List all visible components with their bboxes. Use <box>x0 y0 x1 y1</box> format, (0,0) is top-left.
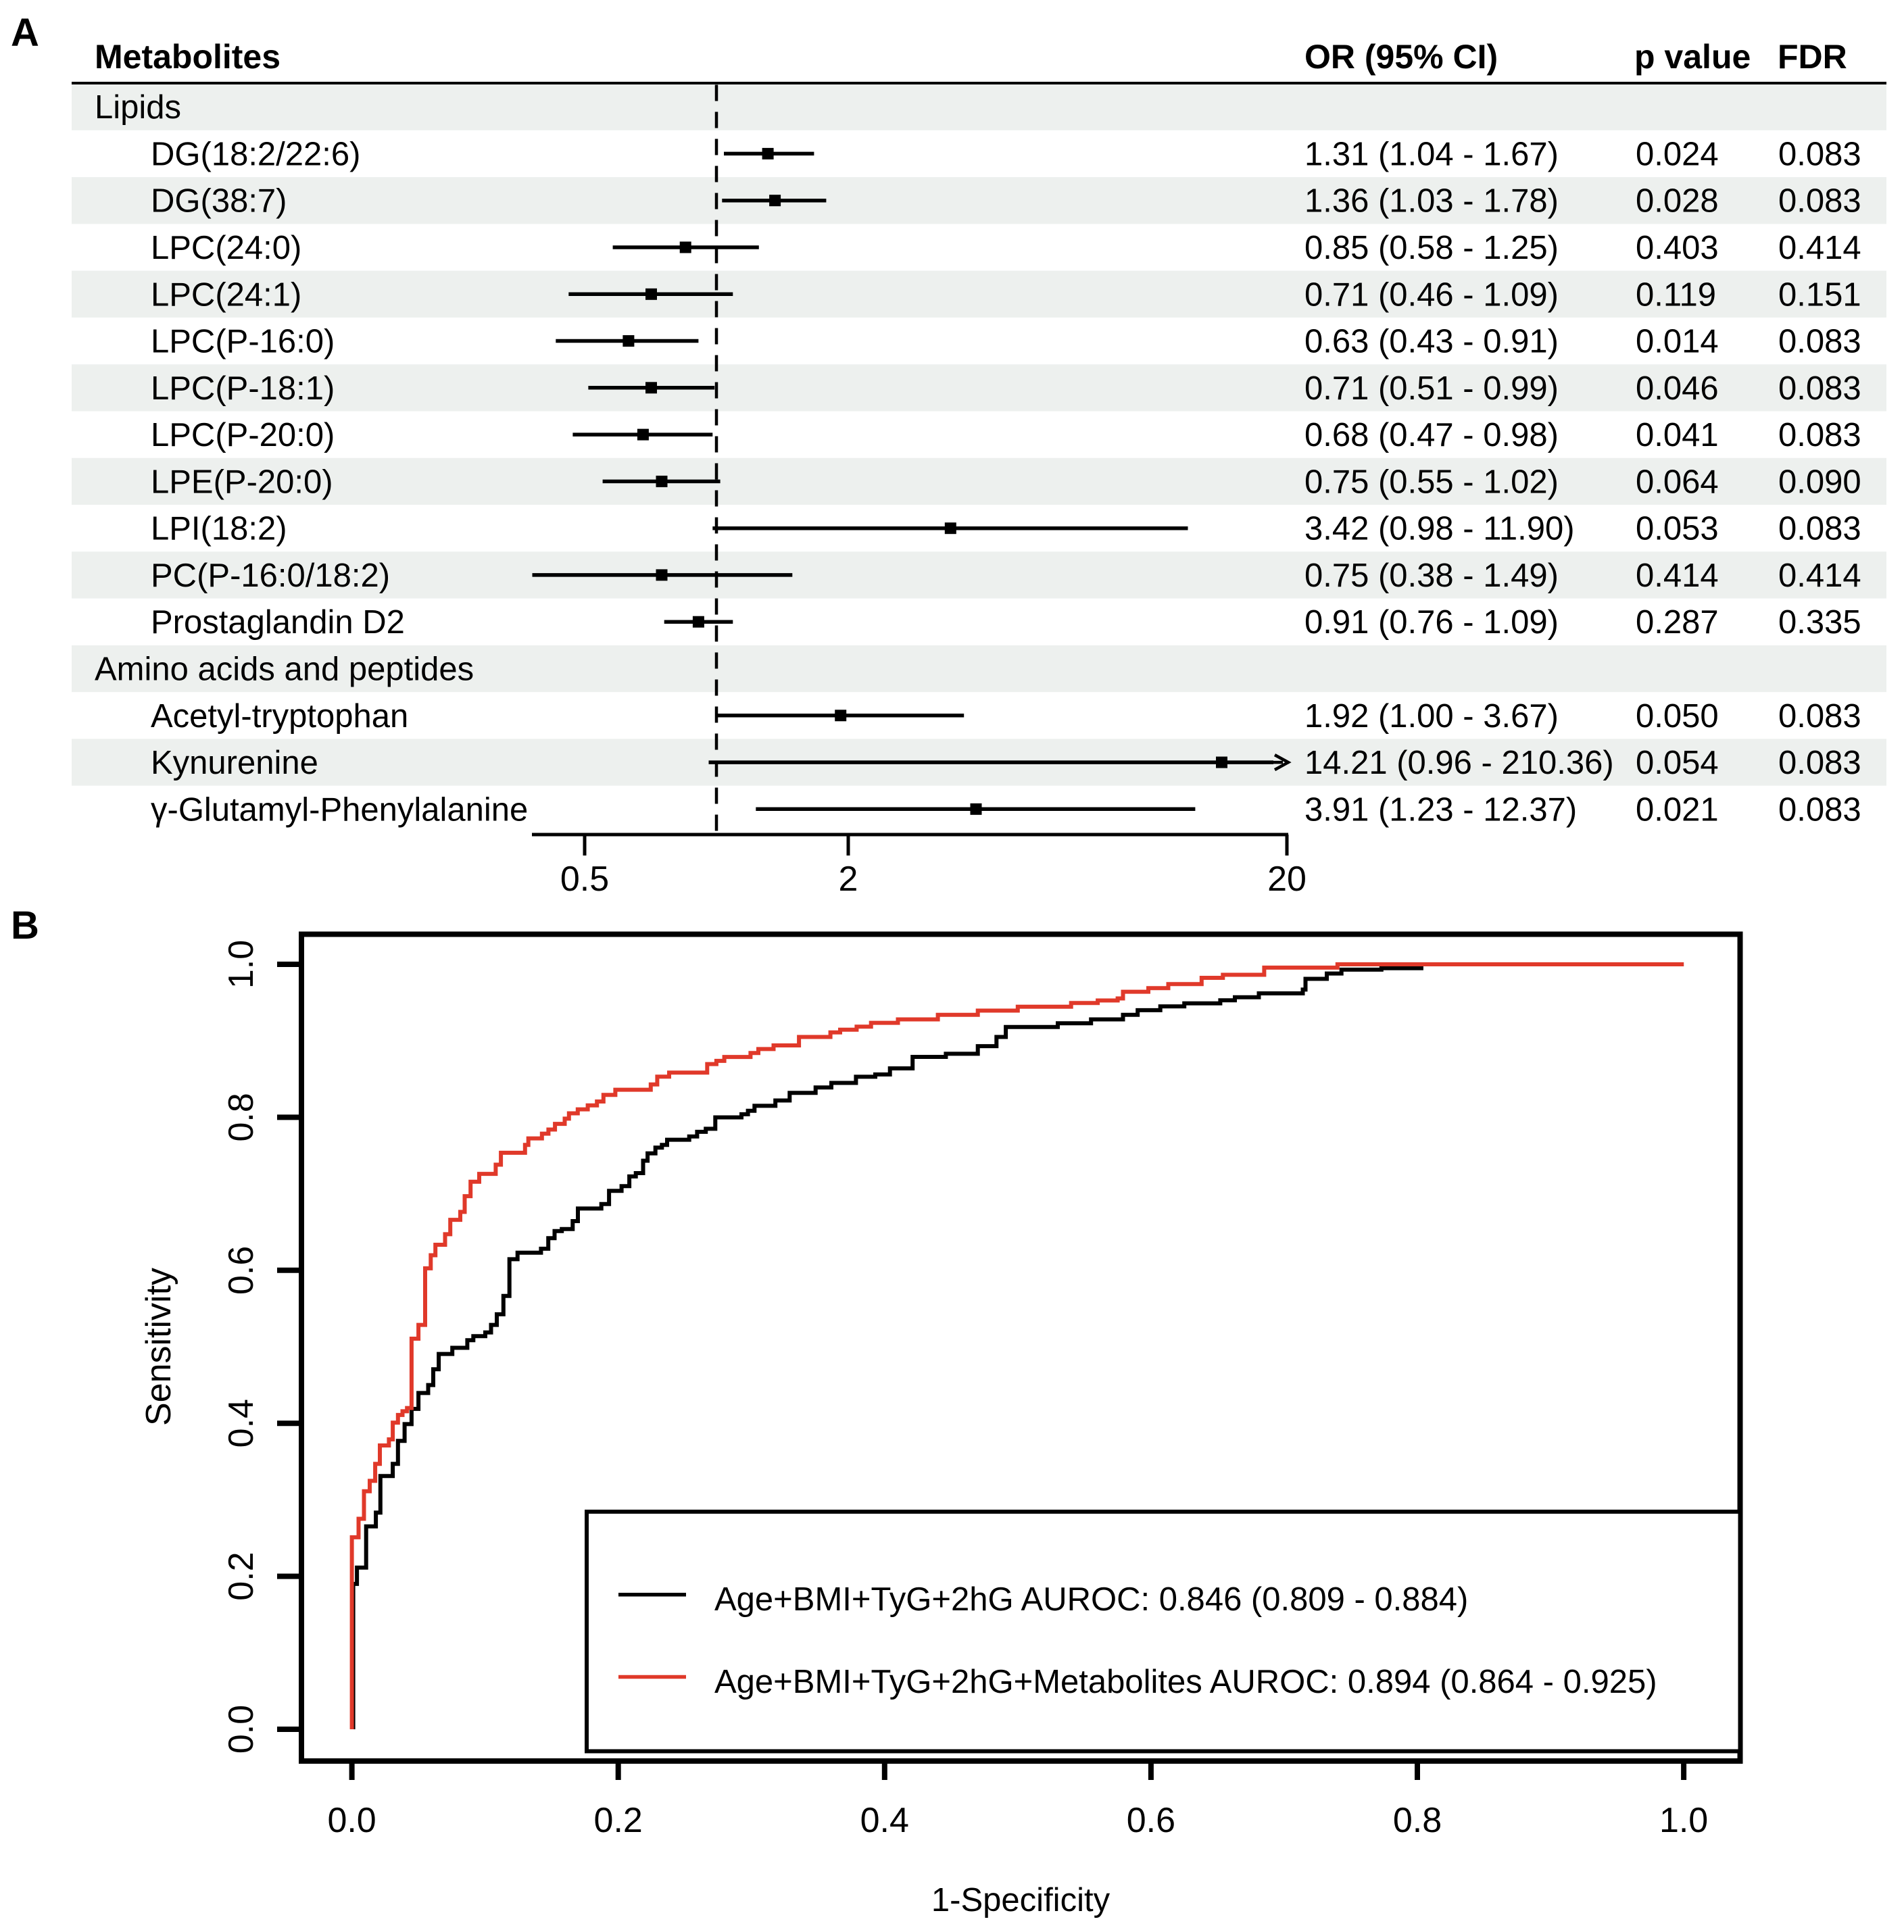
svg-text:0.053: 0.053 <box>1636 511 1719 547</box>
svg-text:0.083: 0.083 <box>1778 370 1861 407</box>
svg-text:0.064: 0.064 <box>1636 464 1719 500</box>
svg-text:0.414: 0.414 <box>1778 558 1861 594</box>
svg-text:2: 2 <box>839 860 858 899</box>
svg-text:OR (95% CI): OR (95% CI) <box>1304 38 1498 76</box>
svg-text:Lipids: Lipids <box>95 89 181 126</box>
svg-text:0.0: 0.0 <box>222 1705 261 1754</box>
svg-text:Age+BMI+TyG+2hG AUROC: 0.846 (: Age+BMI+TyG+2hG AUROC: 0.846 (0.809 - 0.… <box>714 1581 1468 1618</box>
svg-text:0.75 (0.55 - 1.02): 0.75 (0.55 - 1.02) <box>1304 464 1559 500</box>
svg-text:A: A <box>11 11 39 55</box>
svg-text:14.21 (0.96 - 210.36): 14.21 (0.96 - 210.36) <box>1304 745 1614 781</box>
svg-text:20: 20 <box>1267 860 1307 899</box>
svg-text:0.083: 0.083 <box>1778 698 1861 735</box>
svg-text:0.024: 0.024 <box>1636 136 1719 172</box>
svg-text:0.75 (0.38 - 1.49): 0.75 (0.38 - 1.49) <box>1304 558 1559 594</box>
svg-text:0.2: 0.2 <box>222 1552 261 1600</box>
svg-text:0.0: 0.0 <box>327 1801 376 1840</box>
svg-text:Age+BMI+TyG+2hG+Metabolites AU: Age+BMI+TyG+2hG+Metabolites AUROC: 0.894… <box>714 1664 1657 1700</box>
svg-text:0.046: 0.046 <box>1636 370 1719 407</box>
svg-text:0.4: 0.4 <box>222 1399 261 1447</box>
svg-text:0.8: 0.8 <box>222 1093 261 1141</box>
svg-text:LPC(P-16:0): LPC(P-16:0) <box>151 324 335 360</box>
svg-text:LPC(24:1): LPC(24:1) <box>151 276 301 313</box>
svg-text:0.71 (0.51 - 0.99): 0.71 (0.51 - 0.99) <box>1304 370 1559 407</box>
svg-text:1.0: 1.0 <box>222 940 261 989</box>
svg-text:1.31 (1.04 - 1.67): 1.31 (1.04 - 1.67) <box>1304 136 1559 172</box>
svg-text:0.083: 0.083 <box>1778 791 1861 828</box>
svg-text:0.6: 0.6 <box>1127 1801 1175 1840</box>
svg-text:0.083: 0.083 <box>1778 745 1861 781</box>
svg-text:0.028: 0.028 <box>1636 183 1719 220</box>
svg-text:Prostaglandin D2: Prostaglandin D2 <box>151 604 405 641</box>
svg-text:0.090: 0.090 <box>1778 464 1861 500</box>
svg-text:1.92 (1.00 - 3.67): 1.92 (1.00 - 3.67) <box>1304 698 1559 735</box>
svg-text:0.85 (0.58 - 1.25): 0.85 (0.58 - 1.25) <box>1304 230 1559 266</box>
svg-text:0.335: 0.335 <box>1778 604 1861 641</box>
svg-text:0.68 (0.47 - 0.98): 0.68 (0.47 - 0.98) <box>1304 417 1559 453</box>
svg-text:0.403: 0.403 <box>1636 230 1719 266</box>
svg-text:0.5: 0.5 <box>560 860 609 899</box>
svg-text:0.083: 0.083 <box>1778 417 1861 453</box>
svg-text:DG(18:2/22:6): DG(18:2/22:6) <box>151 136 361 172</box>
svg-text:0.287: 0.287 <box>1636 604 1719 641</box>
svg-text:0.083: 0.083 <box>1778 324 1861 360</box>
svg-text:LPI(18:2): LPI(18:2) <box>151 511 287 547</box>
svg-text:0.71 (0.46 - 1.09): 0.71 (0.46 - 1.09) <box>1304 276 1559 313</box>
svg-text:0.63 (0.43 - 0.91): 0.63 (0.43 - 0.91) <box>1304 324 1559 360</box>
svg-text:DG(38:7): DG(38:7) <box>151 183 287 220</box>
svg-text:p value: p value <box>1634 38 1751 76</box>
svg-text:1.0: 1.0 <box>1659 1801 1708 1840</box>
svg-text:γ-Glutamyl-Phenylalanine: γ-Glutamyl-Phenylalanine <box>151 791 528 828</box>
svg-text:LPC(P-20:0): LPC(P-20:0) <box>151 417 335 453</box>
svg-text:0.151: 0.151 <box>1778 276 1861 313</box>
svg-text:LPC(P-18:1): LPC(P-18:1) <box>151 370 335 407</box>
svg-text:0.414: 0.414 <box>1636 558 1719 594</box>
svg-text:LPE(P-20:0): LPE(P-20:0) <box>151 464 333 500</box>
svg-text:0.8: 0.8 <box>1393 1801 1442 1840</box>
svg-text:0.041: 0.041 <box>1636 417 1719 453</box>
svg-text:3.42 (0.98 - 11.90): 3.42 (0.98 - 11.90) <box>1304 511 1575 547</box>
svg-text:Metabolites: Metabolites <box>95 38 280 76</box>
svg-text:1.36 (1.03 - 1.78): 1.36 (1.03 - 1.78) <box>1304 183 1559 220</box>
svg-text:Acetyl-tryptophan: Acetyl-tryptophan <box>151 698 408 735</box>
svg-text:1-Specificity: 1-Specificity <box>931 1882 1110 1918</box>
svg-text:Amino acids and peptides: Amino acids and peptides <box>95 651 474 688</box>
svg-text:0.083: 0.083 <box>1778 136 1861 172</box>
svg-text:B: B <box>11 903 39 947</box>
svg-text:0.083: 0.083 <box>1778 183 1861 220</box>
svg-text:FDR: FDR <box>1778 38 1847 76</box>
svg-text:0.4: 0.4 <box>860 1801 909 1840</box>
svg-text:0.083: 0.083 <box>1778 511 1861 547</box>
svg-text:Kynurenine: Kynurenine <box>151 745 318 781</box>
svg-text:3.91 (1.23 - 12.37): 3.91 (1.23 - 12.37) <box>1304 791 1577 828</box>
svg-text:0.2: 0.2 <box>594 1801 643 1840</box>
svg-text:0.6: 0.6 <box>222 1246 261 1295</box>
svg-text:0.054: 0.054 <box>1636 745 1719 781</box>
svg-text:PC(P-16:0/18:2): PC(P-16:0/18:2) <box>151 558 390 594</box>
svg-text:0.414: 0.414 <box>1778 230 1861 266</box>
svg-text:0.021: 0.021 <box>1636 791 1719 828</box>
svg-text:0.050: 0.050 <box>1636 698 1719 735</box>
svg-text:LPC(24:0): LPC(24:0) <box>151 230 301 266</box>
svg-text:Sensitivity: Sensitivity <box>139 1268 178 1426</box>
svg-text:0.014: 0.014 <box>1636 324 1719 360</box>
svg-text:0.91 (0.76 - 1.09): 0.91 (0.76 - 1.09) <box>1304 604 1559 641</box>
svg-text:0.119: 0.119 <box>1636 276 1716 313</box>
